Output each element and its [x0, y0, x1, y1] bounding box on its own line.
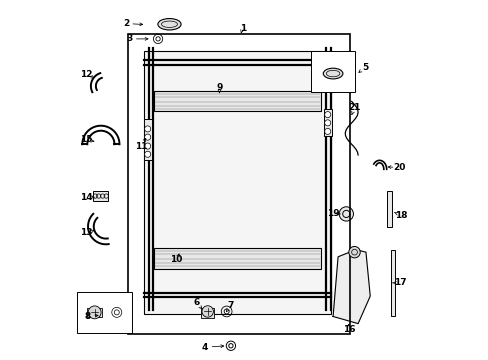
Bar [128, 33, 349, 334]
Bar [386, 192, 391, 227]
Bar [154, 248, 320, 269]
Circle shape [324, 129, 330, 134]
Bar [154, 91, 320, 111]
Text: 4: 4 [202, 343, 208, 352]
Text: 6: 6 [193, 298, 199, 307]
Ellipse shape [323, 68, 342, 79]
Circle shape [88, 306, 101, 319]
Text: 21: 21 [347, 103, 360, 112]
Circle shape [144, 126, 150, 132]
Bar [87, 308, 102, 317]
Text: 10: 10 [170, 255, 183, 264]
Text: 9: 9 [216, 83, 222, 92]
Ellipse shape [158, 18, 181, 30]
Circle shape [144, 134, 150, 140]
Bar [93, 192, 107, 201]
Text: 3: 3 [126, 35, 132, 44]
Text: 13: 13 [80, 228, 93, 237]
Text: 12: 12 [80, 70, 93, 79]
Bar [201, 308, 214, 318]
Bar [323, 109, 331, 136]
Text: 11: 11 [134, 141, 147, 150]
Circle shape [144, 151, 150, 157]
Polygon shape [332, 249, 369, 324]
Bar [390, 250, 394, 316]
Circle shape [202, 306, 213, 317]
Text: 18: 18 [394, 211, 407, 220]
Circle shape [144, 143, 150, 149]
Text: 15: 15 [80, 135, 93, 144]
Text: 17: 17 [393, 278, 406, 287]
Bar [143, 51, 331, 314]
Text: 2: 2 [122, 19, 129, 28]
Bar [143, 119, 151, 160]
Circle shape [324, 120, 330, 126]
Text: 16: 16 [342, 325, 354, 334]
Circle shape [339, 207, 353, 221]
Text: 8: 8 [85, 312, 91, 321]
Bar [77, 292, 132, 333]
Circle shape [324, 112, 330, 118]
Text: 20: 20 [393, 163, 405, 172]
Circle shape [348, 247, 360, 258]
Text: 5: 5 [362, 63, 367, 72]
Bar [310, 51, 354, 93]
Text: 14: 14 [80, 193, 93, 202]
Text: 7: 7 [227, 301, 234, 310]
Text: 1: 1 [239, 24, 245, 33]
Text: 19: 19 [326, 210, 339, 219]
